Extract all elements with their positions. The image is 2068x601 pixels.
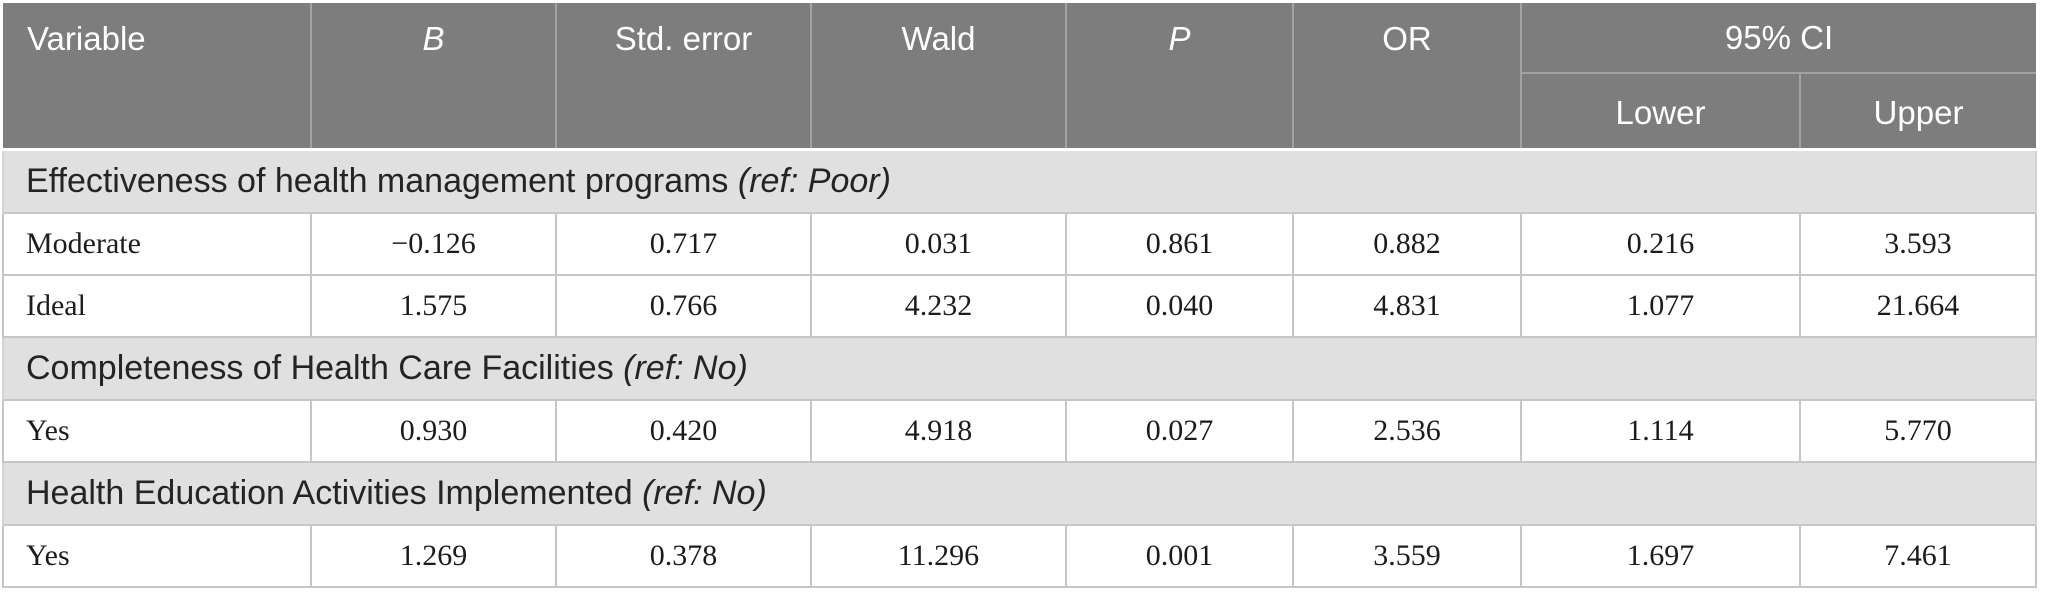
cell-wald: 0.031 <box>810 212 1066 275</box>
cell-or: 4.831 <box>1292 274 1521 337</box>
section-title-text: Effectiveness of health management progr… <box>26 162 729 200</box>
column-header-b: B <box>310 3 556 150</box>
cell-p: 0.861 <box>1065 212 1293 275</box>
section-title: Completeness of Health Care Facilities (… <box>2 336 2037 400</box>
cell-variable: Moderate <box>2 212 311 275</box>
cell-b: 1.269 <box>310 524 556 588</box>
section-row-completeness: Completeness of Health Care Facilities (… <box>2 336 2037 400</box>
column-header-ci-upper: Upper <box>1799 73 2036 150</box>
column-header-95ci: 95% CI <box>1520 3 2036 74</box>
cell-ci-lower: 0.216 <box>1520 212 1800 275</box>
cell-p: 0.001 <box>1065 524 1293 588</box>
cell-ci-upper: 5.770 <box>1799 399 2037 462</box>
regression-results-table: Variable B Std. error Wald P OR 95% CI L… <box>2 3 2037 588</box>
cell-variable: Yes <box>2 524 311 588</box>
column-header-ci-lower: Lower <box>1520 73 1800 150</box>
table-header: Variable B Std. error Wald P OR 95% CI L… <box>3 3 2036 150</box>
section-row-effectiveness: Effectiveness of health management progr… <box>2 148 2037 213</box>
column-header-std-error: Std. error <box>555 3 811 150</box>
section-ref-text: (ref: No) <box>642 474 767 512</box>
column-header-variable: Variable <box>3 3 311 150</box>
column-header-p: P <box>1065 3 1293 150</box>
cell-std-error: 0.420 <box>555 399 811 462</box>
section-title-text: Health Education Activities Implemented <box>26 474 633 512</box>
cell-ci-upper: 21.664 <box>1799 274 2037 337</box>
cell-b: −0.126 <box>310 212 556 275</box>
table-row-completeness-yes: Yes 0.930 0.420 4.918 0.027 2.536 1.114 … <box>2 399 2037 462</box>
cell-std-error: 0.378 <box>555 524 811 588</box>
table-row-ideal: Ideal 1.575 0.766 4.232 0.040 4.831 1.07… <box>2 274 2037 337</box>
section-title-text: Completeness of Health Care Facilities <box>26 349 614 387</box>
column-header-or: OR <box>1292 3 1521 150</box>
cell-or: 2.536 <box>1292 399 1521 462</box>
cell-variable: Ideal <box>2 274 311 337</box>
cell-or: 0.882 <box>1292 212 1521 275</box>
cell-ci-upper: 3.593 <box>1799 212 2037 275</box>
cell-b: 1.575 <box>310 274 556 337</box>
column-header-wald: Wald <box>810 3 1066 150</box>
section-title: Health Education Activities Implemented … <box>2 461 2037 525</box>
cell-p: 0.027 <box>1065 399 1293 462</box>
section-title: Effectiveness of health management progr… <box>2 148 2037 213</box>
cell-ci-upper: 7.461 <box>1799 524 2037 588</box>
cell-std-error: 0.766 <box>555 274 811 337</box>
cell-b: 0.930 <box>310 399 556 462</box>
table-row-moderate: Moderate −0.126 0.717 0.031 0.861 0.882 … <box>2 212 2037 275</box>
table-row-education-yes: Yes 1.269 0.378 11.296 0.001 3.559 1.697… <box>2 524 2037 588</box>
cell-std-error: 0.717 <box>555 212 811 275</box>
cell-ci-lower: 1.697 <box>1520 524 1800 588</box>
section-ref-text: (ref: No) <box>623 349 748 387</box>
cell-p: 0.040 <box>1065 274 1293 337</box>
section-ref-text: (ref: Poor) <box>737 162 891 200</box>
cell-wald: 4.232 <box>810 274 1066 337</box>
table-body: Effectiveness of health management progr… <box>2 148 2037 588</box>
cell-or: 3.559 <box>1292 524 1521 588</box>
cell-wald: 4.918 <box>810 399 1066 462</box>
section-row-health-education: Health Education Activities Implemented … <box>2 461 2037 525</box>
cell-wald: 11.296 <box>810 524 1066 588</box>
cell-ci-lower: 1.077 <box>1520 274 1800 337</box>
cell-variable: Yes <box>2 399 311 462</box>
regression-table-container: Variable B Std. error Wald P OR 95% CI L… <box>2 3 2037 588</box>
cell-ci-lower: 1.114 <box>1520 399 1800 462</box>
